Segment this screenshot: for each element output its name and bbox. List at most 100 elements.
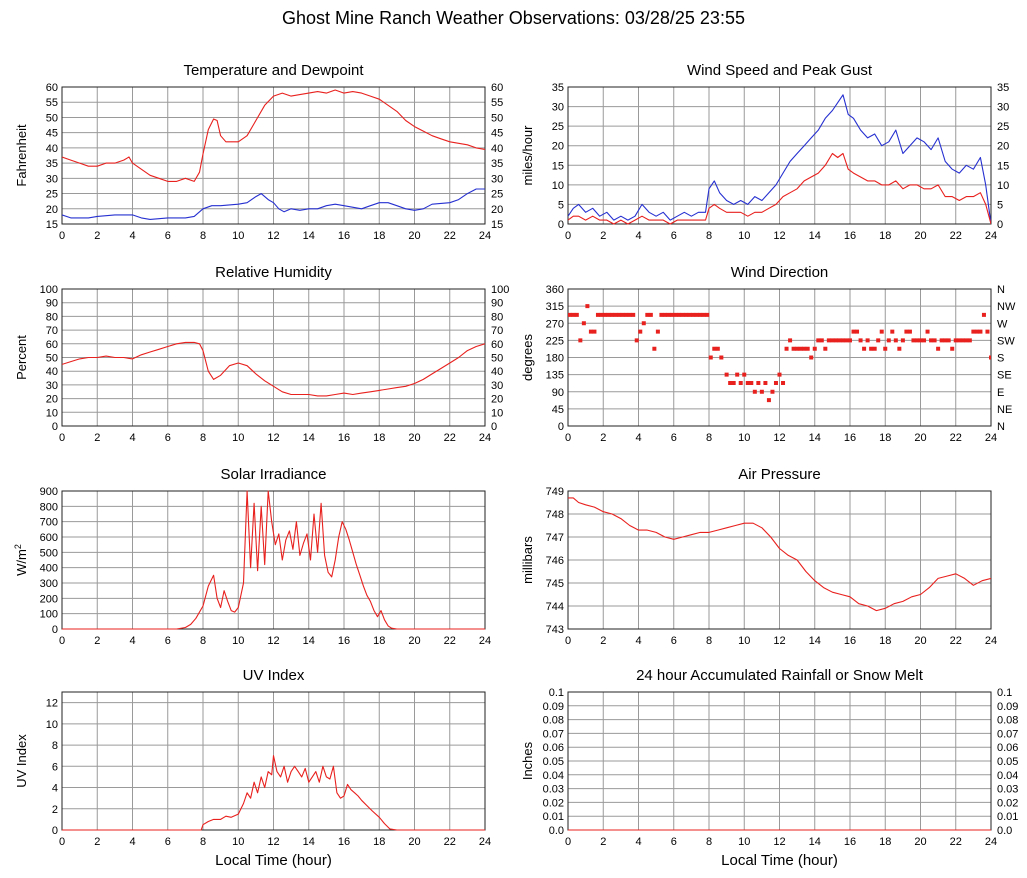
x-tick-label: 6 (671, 635, 677, 647)
right-tick-label: 0 (997, 219, 1003, 231)
data-layer (62, 341, 485, 397)
y-tick-label: 0.0 (549, 825, 564, 837)
data-point (756, 380, 761, 385)
x-tick-label: 6 (671, 836, 677, 848)
data-point (777, 372, 782, 377)
y-tick-label: 80 (46, 311, 58, 323)
chart-title: UV Index (243, 667, 305, 684)
x-tick-label: 16 (844, 635, 856, 647)
y-tick-label: 360 (546, 284, 564, 296)
right-tick-label: 35 (997, 82, 1009, 94)
y-tick-label: 200 (40, 593, 58, 605)
data-point (705, 312, 710, 317)
data-point (985, 329, 990, 334)
chart-title: 24 hour Accumulated Rainfall or Snow Mel… (636, 667, 924, 684)
x-tick-label: 20 (408, 635, 420, 647)
data-point (978, 329, 983, 334)
right-tick-label: 25 (997, 121, 1009, 133)
data-point (946, 338, 951, 343)
x-tick-label: 16 (844, 230, 856, 242)
series-line-1 (568, 94, 991, 225)
data-point (953, 338, 958, 343)
data-point (879, 329, 884, 334)
y-tick-label: 600 (40, 532, 58, 544)
y-tick-label: 45 (552, 404, 564, 416)
data-point (904, 329, 909, 334)
y-tick-label: 700 (40, 517, 58, 529)
data-point (677, 312, 682, 317)
y-tick-label: 300 (40, 578, 58, 590)
data-point (974, 329, 979, 334)
data-point (620, 312, 625, 317)
x-tick-label: 20 (914, 230, 926, 242)
x-tick-label: 12 (773, 635, 785, 647)
x-tick-label: 22 (950, 635, 962, 647)
data-point (851, 329, 856, 334)
y-tick-label: 0 (52, 825, 58, 837)
y-tick-label: 747 (546, 532, 564, 544)
data-point (911, 338, 916, 343)
x-tick-label: 14 (303, 836, 315, 848)
y-tick-label: 0.03 (543, 784, 564, 796)
x-tick-label: 12 (267, 230, 279, 242)
data-point (929, 338, 934, 343)
data-point (659, 312, 664, 317)
y-tick-label: 400 (40, 563, 58, 575)
data-point (922, 338, 927, 343)
right-tick-label: 0.09 (997, 701, 1018, 713)
right-tick-label: 0.07 (997, 728, 1018, 740)
right-tick-label: 60 (491, 82, 503, 94)
x-axis-label: Local Time (hour) (215, 852, 332, 869)
data-point (819, 338, 824, 343)
plot-frame (61, 288, 486, 427)
x-tick-label: 8 (706, 836, 712, 848)
series-line-2 (62, 188, 485, 220)
x-tick-label: 18 (879, 230, 891, 242)
y-tick-label: 20 (46, 394, 58, 406)
y-tick-label: 0.09 (543, 701, 564, 713)
x-tick-label: 10 (738, 432, 750, 444)
y-tick-label: 30 (46, 173, 58, 185)
data-point (773, 380, 778, 385)
x-tick-label: 16 (338, 230, 350, 242)
right-tick-label: 80 (491, 311, 503, 323)
y-axis-label: millibars (520, 536, 535, 584)
data-point (798, 346, 803, 351)
series-line-2 (568, 152, 991, 225)
chart-title: Solar Irradiance (221, 466, 327, 483)
data-point (641, 321, 646, 326)
data-point (680, 312, 685, 317)
data-point (745, 380, 750, 385)
data-point (595, 312, 600, 317)
right-tick-label: 0.08 (997, 715, 1018, 727)
x-tick-label: 4 (129, 432, 135, 444)
y-axis-label: UV Index (14, 734, 29, 788)
right-tick-label: 25 (491, 189, 503, 201)
data-point (662, 312, 667, 317)
data-point (728, 380, 733, 385)
x-tick-label: 16 (338, 635, 350, 647)
x-tick-label: 10 (232, 230, 244, 242)
data-point (936, 346, 941, 351)
data-point (603, 312, 608, 317)
x-tick-label: 20 (914, 635, 926, 647)
data-point (770, 389, 775, 394)
y-tick-label: 0.02 (543, 797, 564, 809)
x-tick-label: 16 (844, 836, 856, 848)
data-point (691, 312, 696, 317)
right-tick-label: 90 (491, 298, 503, 310)
plot-frame (61, 86, 486, 225)
x-tick-label: 18 (879, 635, 891, 647)
data-point (848, 338, 852, 343)
right-tick-label: 10 (997, 180, 1009, 192)
right-tick-label: 50 (491, 353, 503, 365)
x-tick-label: 20 (408, 836, 420, 848)
series-line-1 (62, 89, 485, 182)
x-tick-label: 8 (200, 432, 206, 444)
x-tick-label: 18 (879, 836, 891, 848)
y-tick-label: 90 (46, 298, 58, 310)
y-tick-label: 225 (546, 335, 564, 347)
y-tick-label: 0.1 (549, 687, 564, 699)
